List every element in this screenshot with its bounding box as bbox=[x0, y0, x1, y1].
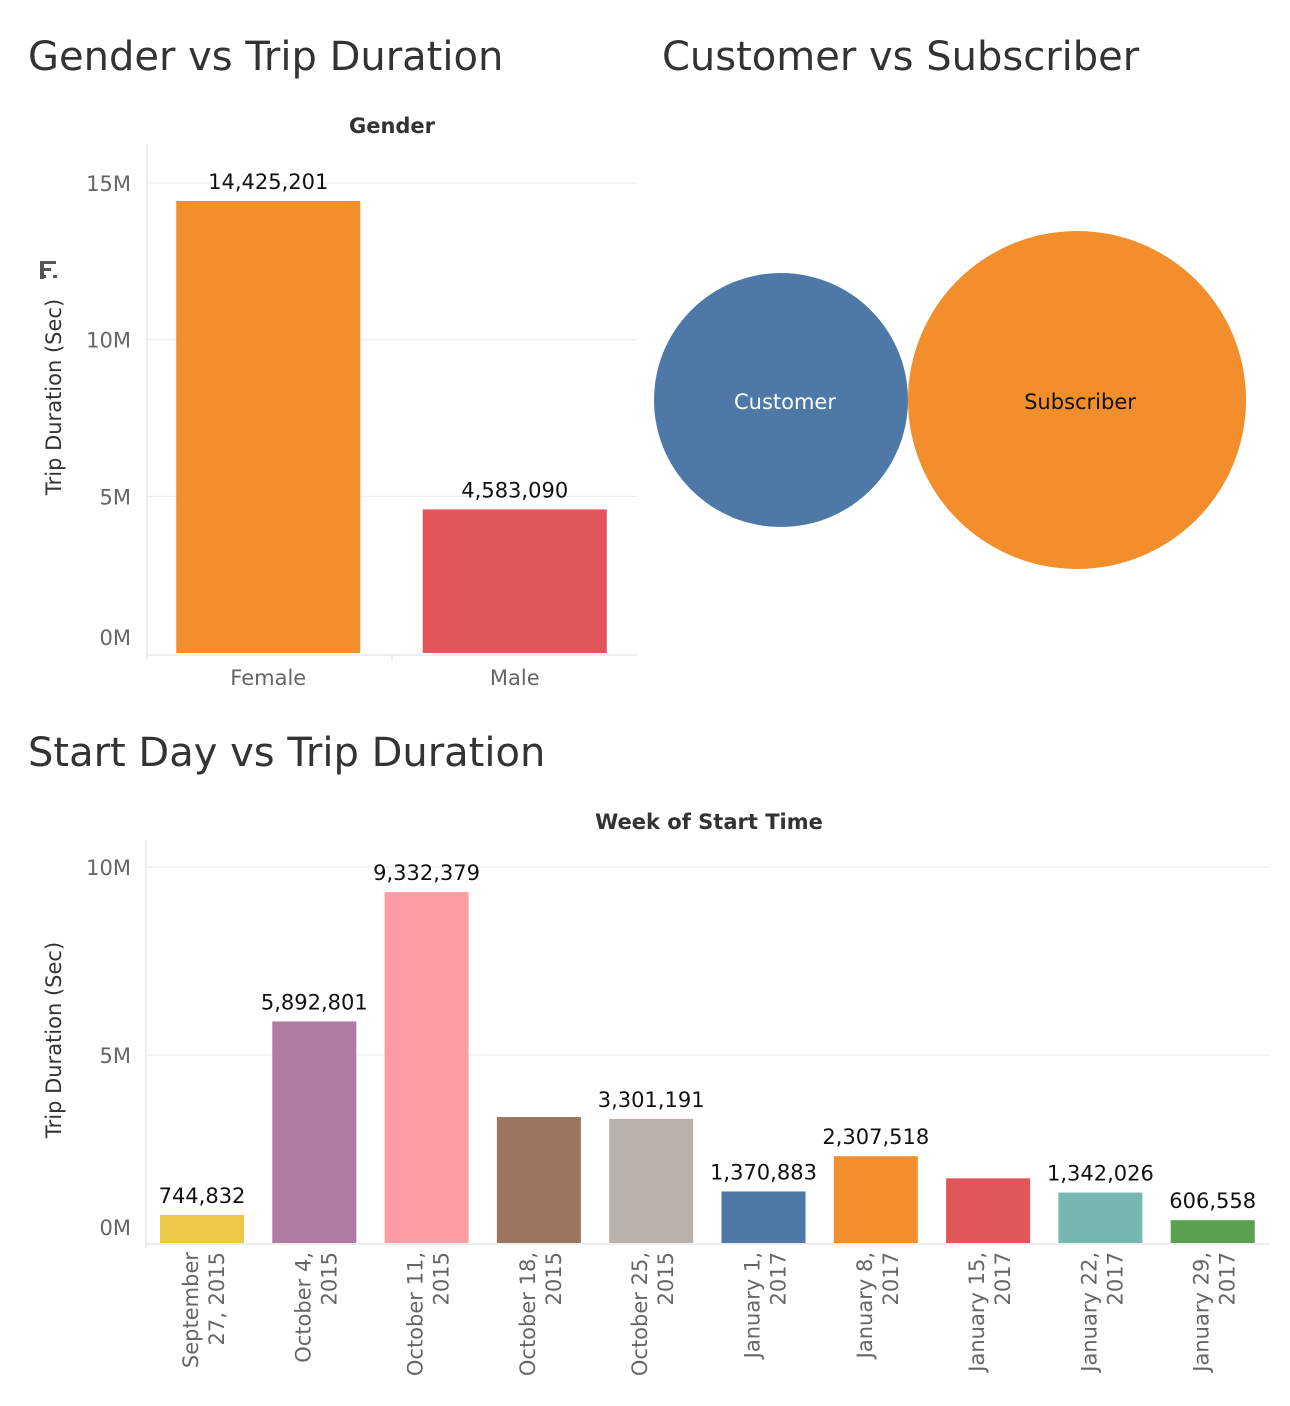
start-day-category-line-1: January 29, bbox=[1190, 1252, 1214, 1374]
start-day-y-tick-label: 10M bbox=[86, 856, 131, 880]
customer-bubble[interactable] bbox=[654, 273, 908, 527]
start-day-category-line-1: September bbox=[179, 1252, 203, 1368]
gender-category-label: Female bbox=[230, 666, 306, 690]
start-day-bars bbox=[160, 892, 1255, 1243]
start-day-category-labels: September 27, 2015 October 4, 2015 October 1… bbox=[179, 1252, 1240, 1376]
gender-bar[interactable] bbox=[176, 201, 361, 653]
start-day-chart-title: Start Day vs Trip Duration bbox=[28, 730, 545, 776]
start-day-bar[interactable] bbox=[1170, 1220, 1255, 1243]
start-day-value-label: 3,301,191 bbox=[598, 1088, 705, 1112]
start-day-category-line-2: 2015 bbox=[317, 1252, 341, 1305]
start-day-category-line-1: October 11, bbox=[404, 1252, 428, 1376]
start-day-bar[interactable] bbox=[160, 1214, 244, 1243]
gender-chart-title: Gender vs Trip Duration bbox=[28, 34, 503, 80]
start-day-category-label: January 15, 2017 bbox=[965, 1252, 1015, 1374]
customer-subscriber-chart: Customer vs Subscriber Customer Subscrib… bbox=[654, 34, 1246, 569]
gender-y-tick-label: 15M bbox=[86, 172, 131, 196]
start-day-category-label: October 25, 2015 bbox=[628, 1252, 678, 1376]
start-day-category-line-2: 2017 bbox=[1103, 1252, 1127, 1305]
start-day-chart: Start Day vs Trip Duration Week of Start… bbox=[28, 730, 1270, 1376]
gender-value-labels: 14,425,201 4,583,090 bbox=[208, 170, 568, 502]
start-day-category-line-1: October 18, bbox=[516, 1252, 540, 1376]
gender-category-label: Male bbox=[490, 666, 540, 690]
start-day-value-label: 2,307,518 bbox=[822, 1125, 929, 1149]
start-day-value-label: 1,342,026 bbox=[1047, 1162, 1154, 1186]
start-day-category-label: October 18, 2015 bbox=[516, 1252, 566, 1376]
start-day-category-label: January 8, 2017 bbox=[853, 1252, 903, 1360]
start-day-value-label: 744,832 bbox=[159, 1184, 246, 1208]
start-day-bar[interactable] bbox=[833, 1156, 918, 1243]
start-day-value-label: 1,370,883 bbox=[710, 1160, 817, 1184]
start-day-category-label: January 29, 2017 bbox=[1190, 1252, 1240, 1374]
gender-bars bbox=[176, 201, 607, 653]
start-day-category-line-2: 2017 bbox=[1216, 1252, 1240, 1305]
start-day-category-line-1: January 15, bbox=[965, 1252, 989, 1374]
start-day-category-line-2: 27, 2015 bbox=[205, 1252, 229, 1346]
start-day-bar[interactable] bbox=[1058, 1192, 1143, 1243]
start-day-value-label: 5,892,801 bbox=[261, 990, 368, 1014]
gender-bar[interactable] bbox=[422, 509, 607, 653]
start-day-category-line-1: October 25, bbox=[628, 1252, 652, 1376]
gender-y-tick-label: 10M bbox=[86, 329, 131, 353]
start-day-category-line-1: January 8, bbox=[853, 1252, 877, 1360]
start-day-category-line-1: January 1, bbox=[741, 1252, 765, 1360]
gender-value-label: 4,583,090 bbox=[461, 478, 568, 502]
start-day-value-label: 606,558 bbox=[1169, 1189, 1256, 1213]
start-day-category-line-2: 2015 bbox=[542, 1252, 566, 1305]
start-day-category-line-2: 2017 bbox=[879, 1252, 903, 1305]
start-day-chart-header: Week of Start Time bbox=[595, 810, 823, 834]
start-day-chart-ylabel: Trip Duration (Sec) bbox=[42, 942, 66, 1139]
start-day-bar[interactable] bbox=[609, 1118, 694, 1243]
start-day-y-ticks: 0M 5M 10M bbox=[86, 856, 131, 1240]
gender-category-labels: Female Male bbox=[230, 666, 539, 690]
gender-y-tick-label: 5M bbox=[100, 485, 131, 509]
start-day-category-label: September 27, 2015 bbox=[179, 1252, 229, 1368]
start-day-value-labels: 744,832 5,892,801 9,332,379 3,301,191 1,370,… bbox=[159, 861, 1257, 1213]
start-day-category-label: January 1, 2017 bbox=[741, 1252, 791, 1360]
gender-chart-header: Gender bbox=[349, 114, 436, 138]
start-day-category-line-2: 2015 bbox=[654, 1252, 678, 1305]
start-day-category-label: October 4, 2015 bbox=[291, 1252, 341, 1363]
start-day-bar[interactable] bbox=[721, 1191, 806, 1243]
start-day-bar[interactable] bbox=[272, 1021, 357, 1243]
gender-y-ticks: 0M 5M 10M 15M bbox=[86, 172, 131, 650]
gender-value-label: 14,425,201 bbox=[208, 170, 328, 194]
start-day-category-line-2: 2015 bbox=[430, 1252, 454, 1305]
start-day-category-line-1: October 4, bbox=[291, 1252, 315, 1363]
start-day-bar[interactable] bbox=[384, 892, 469, 1243]
gender-y-tick-label: 0M bbox=[100, 626, 131, 650]
start-day-category-label: January 22, 2017 bbox=[1077, 1252, 1127, 1374]
subscriber-bubble[interactable] bbox=[908, 231, 1246, 569]
start-day-y-tick-label: 0M bbox=[100, 1216, 131, 1240]
start-day-value-label: 9,332,379 bbox=[373, 861, 480, 885]
start-day-category-line-1: January 22, bbox=[1077, 1252, 1101, 1374]
start-day-y-tick-label: 5M bbox=[100, 1044, 131, 1068]
start-day-category-line-2: 2017 bbox=[767, 1252, 791, 1305]
customer-bubble-label: Customer bbox=[734, 390, 836, 414]
start-day-category-label: October 11, 2015 bbox=[404, 1252, 454, 1376]
gender-chart-ylabel: Trip Duration (Sec) bbox=[42, 299, 66, 496]
sort-descending-icon[interactable] bbox=[40, 261, 57, 279]
start-day-bar[interactable] bbox=[946, 1178, 1031, 1243]
gender-chart: Gender vs Trip Duration Gender Trip Dura… bbox=[28, 34, 637, 690]
subscriber-bubble-label: Subscriber bbox=[1024, 390, 1136, 414]
start-day-bar[interactable] bbox=[496, 1117, 581, 1243]
bubble-chart-title: Customer vs Subscriber bbox=[662, 34, 1140, 80]
start-day-category-line-2: 2017 bbox=[991, 1252, 1015, 1305]
